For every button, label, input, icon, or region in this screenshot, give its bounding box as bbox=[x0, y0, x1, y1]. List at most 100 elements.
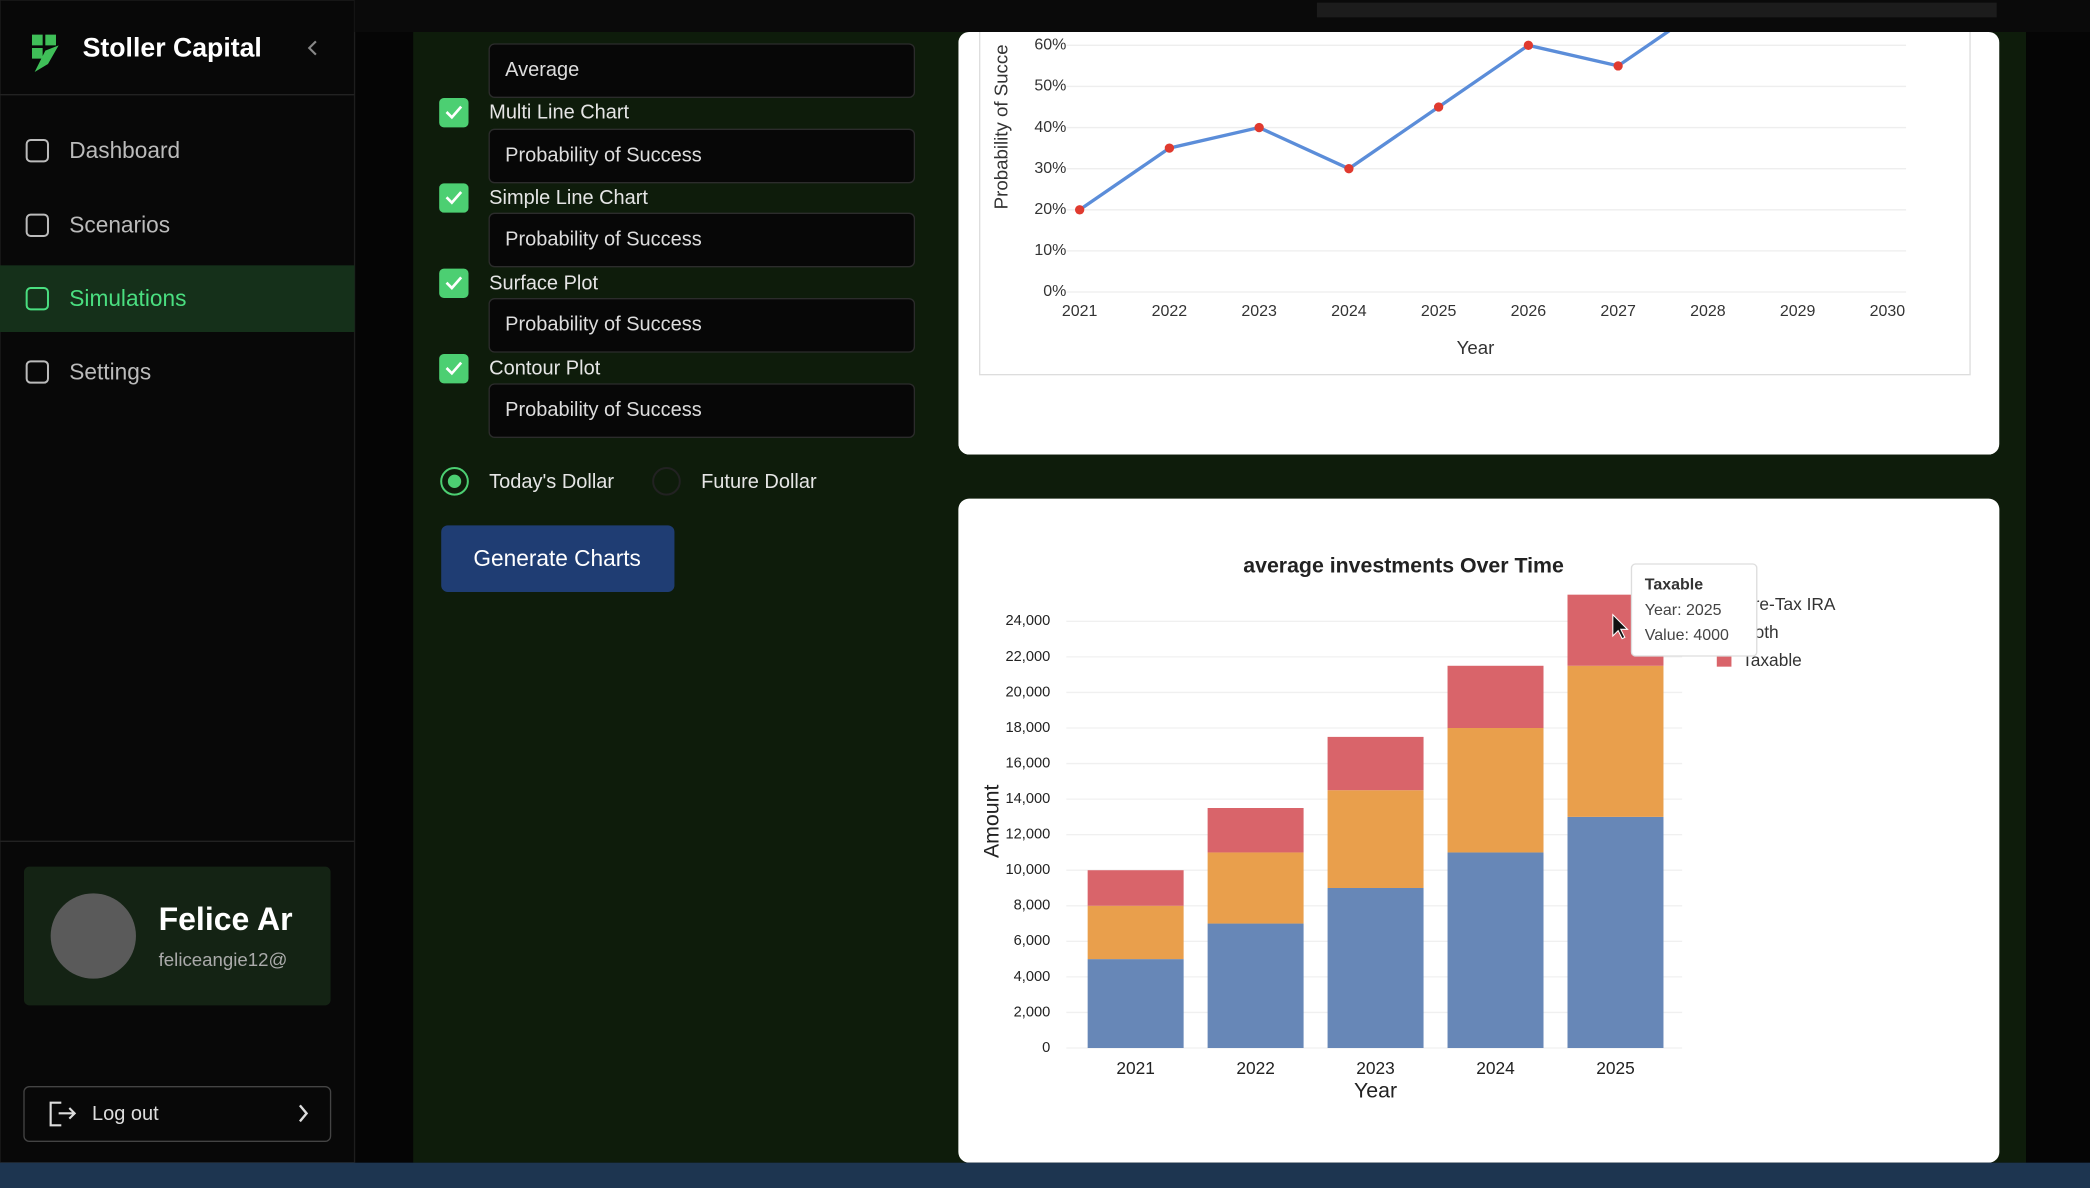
checkbox[interactable] bbox=[439, 353, 469, 384]
radio-dot bbox=[447, 474, 462, 488]
x-tick-label: 2025 bbox=[1596, 1058, 1635, 1078]
point bbox=[1074, 205, 1085, 215]
form: Average Multi Line Chart Probability of Su… bbox=[439, 43, 916, 592]
y-tick-label: 20% bbox=[1034, 201, 1066, 218]
point bbox=[1344, 164, 1354, 174]
text-input[interactable] bbox=[488, 128, 916, 184]
bar-segment bbox=[1567, 665, 1664, 817]
checkbox-label: Surface Plot bbox=[489, 272, 598, 294]
y-tick-label: 18,000 bbox=[1006, 720, 1051, 736]
y-tick-label: 2,000 bbox=[1014, 1004, 1051, 1020]
bar-segment bbox=[1327, 736, 1424, 791]
nav-icon bbox=[25, 360, 49, 384]
user-name: Felice Ar bbox=[159, 901, 293, 937]
checkbox-label: Contour Plot bbox=[489, 358, 601, 380]
x-tick-label: 2026 bbox=[1511, 303, 1547, 320]
chart-frame bbox=[979, 32, 1971, 376]
x-tick-label: 2028 bbox=[1690, 303, 1726, 320]
text-input[interactable] bbox=[488, 212, 916, 268]
checkbox[interactable] bbox=[439, 97, 469, 128]
x-tick-label: 2029 bbox=[1780, 303, 1816, 320]
logout-button[interactable]: Log out bbox=[23, 1086, 332, 1142]
button-bg bbox=[441, 525, 675, 592]
check bbox=[445, 276, 463, 290]
text-input[interactable] bbox=[488, 43, 916, 98]
nav-icon bbox=[25, 213, 49, 237]
x-tick-label: 2025 bbox=[1421, 303, 1457, 320]
line bbox=[1078, 32, 1709, 212]
x-tick-label: 2021 bbox=[1062, 303, 1098, 320]
nav-item[interactable]: Settings bbox=[25, 358, 152, 384]
top-bar-strip bbox=[1316, 2, 1997, 18]
status-bar bbox=[0, 1162, 2090, 1188]
chevron bbox=[298, 1104, 309, 1123]
x-tick-label: 2021 bbox=[1116, 1058, 1155, 1078]
bar-segment bbox=[1207, 852, 1304, 924]
bar-segment bbox=[1087, 905, 1184, 960]
tooltip-line: Year: 2025 bbox=[1645, 602, 1722, 619]
nav-icon bbox=[25, 286, 49, 311]
check bbox=[445, 361, 463, 376]
avatar bbox=[50, 893, 136, 979]
point bbox=[1523, 40, 1534, 50]
bar-segment bbox=[1327, 888, 1424, 1048]
y-tick-label: 0 bbox=[1042, 1040, 1050, 1056]
generate-button[interactable]: Generate Charts bbox=[441, 525, 675, 592]
x-axis-label: Year bbox=[1457, 337, 1495, 358]
input-value: Probability of Success bbox=[505, 314, 702, 336]
panel bbox=[958, 32, 2000, 455]
brand: Stoller Capital bbox=[83, 32, 262, 62]
point bbox=[1164, 143, 1175, 153]
y-tick-label: 10,000 bbox=[1006, 862, 1051, 878]
input-value: Average bbox=[505, 59, 579, 81]
nav-label[interactable]: Dashboard bbox=[69, 137, 180, 163]
tooltip-line: Value: 4000 bbox=[1645, 627, 1729, 644]
input-value: Probability of Success bbox=[505, 144, 702, 166]
text-input[interactable] bbox=[488, 383, 916, 438]
x-tick-label: 2022 bbox=[1152, 303, 1188, 320]
checkbox[interactable] bbox=[439, 183, 469, 213]
check bbox=[445, 105, 463, 120]
input-value: Probability of Success bbox=[505, 399, 702, 421]
y-tick-label: 0% bbox=[1043, 283, 1066, 300]
y-tick-label: 24,000 bbox=[1006, 613, 1051, 629]
y-tick-label: 16,000 bbox=[1006, 755, 1051, 771]
sidebar: Stoller Capital Dashboard Scenarios Simulat… bbox=[0, 0, 356, 1164]
input-value: Probability of Success bbox=[505, 228, 702, 250]
nav-item[interactable]: Dashboard bbox=[25, 137, 180, 163]
y-axis-label: Probability of Succe bbox=[990, 44, 1011, 209]
x-axis-label: Year bbox=[1354, 1079, 1397, 1103]
y-tick-label: 30% bbox=[1034, 160, 1066, 177]
line-chart-panel: 0% 10% 20% 30% 40% 50% 60% 2021 2022 2023 2024 2025… bbox=[958, 32, 2000, 455]
tooltip-title: Taxable bbox=[1645, 577, 1703, 594]
nav-item[interactable]: Scenarios bbox=[25, 212, 170, 238]
nav-label[interactable]: Settings bbox=[69, 358, 151, 384]
logout-box bbox=[23, 1086, 332, 1142]
y-tick-label: 10% bbox=[1034, 242, 1066, 259]
bar-segment bbox=[1207, 808, 1304, 853]
y-tick-label: 6,000 bbox=[1014, 933, 1051, 949]
bar-segment bbox=[1447, 728, 1544, 853]
nav-icon bbox=[25, 139, 49, 163]
legend-label: Taxable bbox=[1742, 650, 1802, 670]
nav-label[interactable]: Simulations bbox=[69, 285, 186, 311]
radio[interactable] bbox=[652, 467, 681, 496]
y-tick-label: 4,000 bbox=[1014, 969, 1051, 985]
radio[interactable] bbox=[440, 467, 469, 496]
tooltip bbox=[1630, 563, 1758, 657]
y-tick-label: 60% bbox=[1034, 37, 1066, 54]
x-tick-label: 2022 bbox=[1236, 1058, 1275, 1078]
text-input[interactable] bbox=[488, 298, 916, 353]
nav-item[interactable]: Simulations bbox=[0, 265, 355, 332]
y-tick-label: 22,000 bbox=[1006, 649, 1051, 665]
button-label[interactable]: Generate Charts bbox=[473, 545, 640, 571]
nav-label[interactable]: Scenarios bbox=[69, 212, 170, 238]
y-tick-label: 50% bbox=[1034, 78, 1066, 95]
radio-label: Future Dollar bbox=[701, 471, 817, 493]
y-axis-label: Amount bbox=[980, 785, 1004, 859]
logout-label[interactable]: Log out bbox=[92, 1103, 159, 1125]
legend-label: Pre-Tax IRA bbox=[1742, 594, 1836, 614]
checkbox[interactable] bbox=[439, 268, 469, 298]
collapse-icon bbox=[307, 40, 317, 56]
x-tick-label: 2024 bbox=[1331, 303, 1367, 320]
